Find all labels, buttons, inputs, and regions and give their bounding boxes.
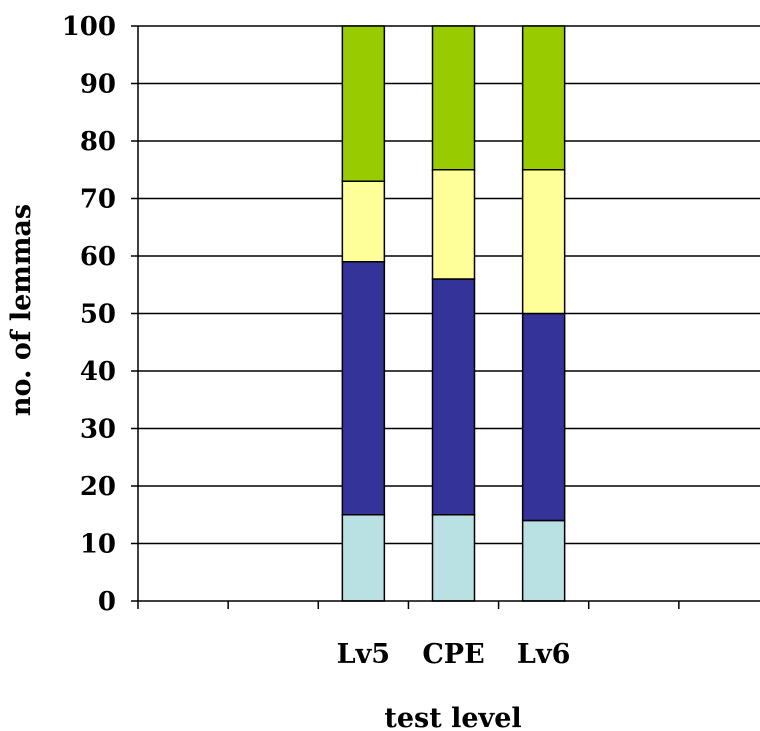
bar-segment bbox=[431, 25, 476, 171]
tick-labels: 0 10 20 30 40 50 60 70 80 90 100 Lv5 CPE Lv6 bbox=[62, 12, 571, 670]
y-tick-label: 90 bbox=[80, 70, 116, 100]
bar-segment bbox=[521, 312, 566, 522]
bar-segment bbox=[431, 169, 476, 280]
x-axis-title: test level bbox=[384, 703, 521, 731]
y-tick-label: 70 bbox=[80, 185, 116, 215]
axes bbox=[131, 25, 760, 609]
y-tick-label: 10 bbox=[80, 530, 116, 560]
bar-segment bbox=[431, 278, 476, 516]
bar-segment bbox=[341, 25, 386, 182]
y-tick-label: 30 bbox=[80, 415, 116, 445]
bars bbox=[341, 25, 566, 602]
y-axis-title: no. of lemmas bbox=[6, 204, 37, 416]
y-tick-label: 100 bbox=[62, 12, 116, 42]
bar-segment bbox=[341, 180, 386, 263]
bar-segment bbox=[521, 169, 566, 315]
y-tick-label: 40 bbox=[80, 357, 116, 387]
bar-segment bbox=[431, 514, 476, 602]
x-tick-label: CPE bbox=[422, 639, 484, 670]
bar-segment bbox=[521, 25, 566, 171]
x-tick-label: Lv6 bbox=[517, 639, 570, 670]
y-tick-label: 20 bbox=[80, 472, 116, 502]
y-tick-label: 0 bbox=[98, 587, 116, 617]
y-tick-label: 50 bbox=[80, 300, 116, 330]
y-tick-label: 60 bbox=[80, 242, 116, 272]
x-tick-label: Lv5 bbox=[337, 639, 390, 670]
bar-segment bbox=[521, 519, 566, 602]
bar-segment bbox=[341, 514, 386, 602]
y-tick-label: 80 bbox=[80, 127, 116, 157]
bar-segment bbox=[341, 261, 386, 516]
